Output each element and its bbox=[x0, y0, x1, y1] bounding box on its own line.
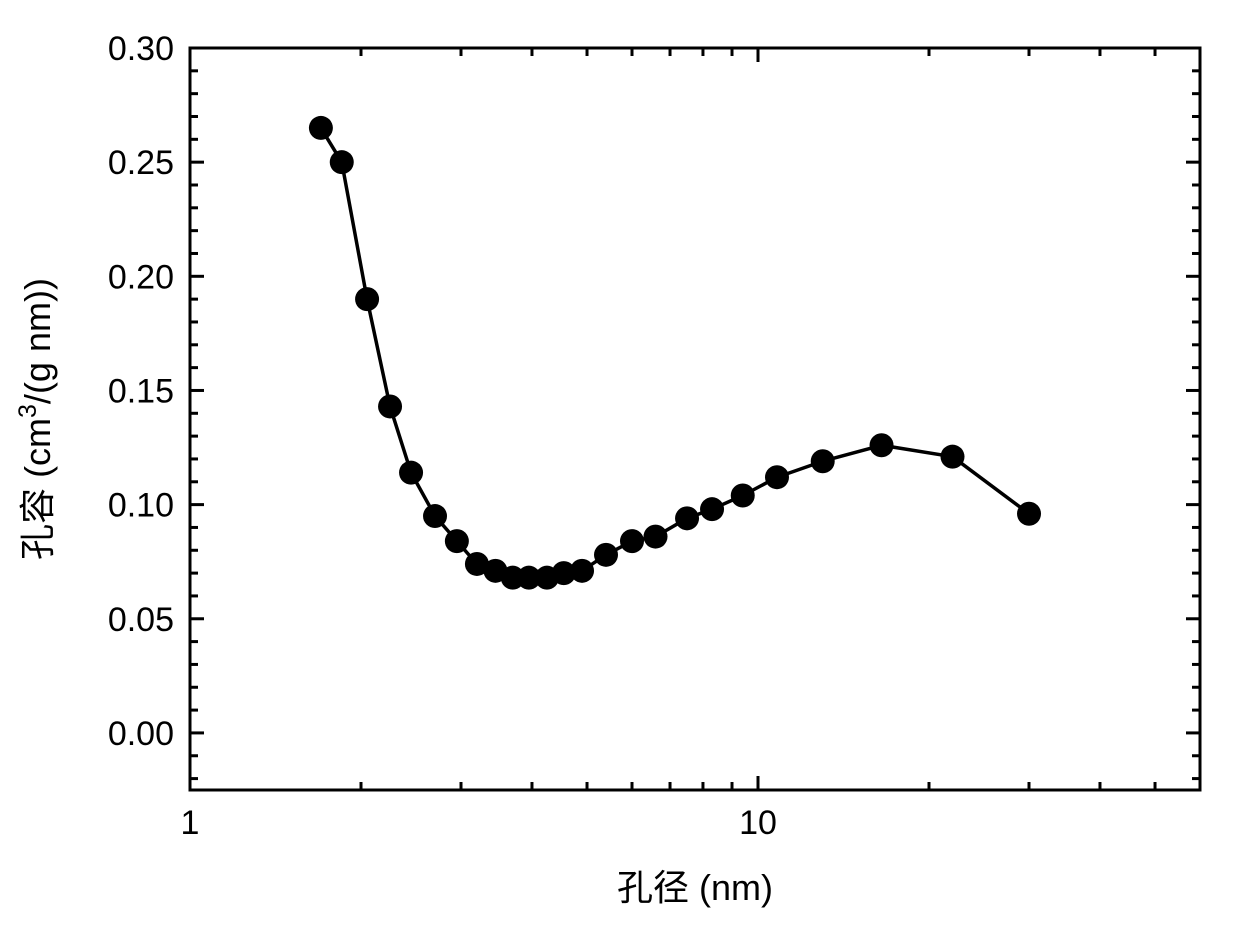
svg-text:10: 10 bbox=[739, 804, 777, 842]
svg-text:0.20: 0.20 bbox=[108, 258, 174, 296]
svg-text:0.30: 0.30 bbox=[108, 30, 174, 68]
svg-text:1: 1 bbox=[181, 804, 200, 842]
pore-distribution-chart: 1 10 0.00 0.05 0.10 0.15 0.20 0.25 0.30 孔径 (nm) 孔容… bbox=[0, 0, 1240, 944]
svg-text:0.05: 0.05 bbox=[108, 601, 174, 639]
svg-text:0.10: 0.10 bbox=[108, 487, 174, 525]
svg-text:0.15: 0.15 bbox=[108, 372, 174, 410]
svg-text:孔径 (nm): 孔径 (nm) bbox=[617, 867, 773, 908]
svg-text:0.25: 0.25 bbox=[108, 144, 174, 182]
svg-text:0.00: 0.00 bbox=[108, 715, 174, 753]
svg-text:孔容 (cm3/(g nm)): 孔容 (cm3/(g nm)) bbox=[14, 278, 58, 560]
chart-svg: 1 10 0.00 0.05 0.10 0.15 0.20 0.25 0.30 孔径 (nm) 孔容… bbox=[0, 0, 1240, 944]
